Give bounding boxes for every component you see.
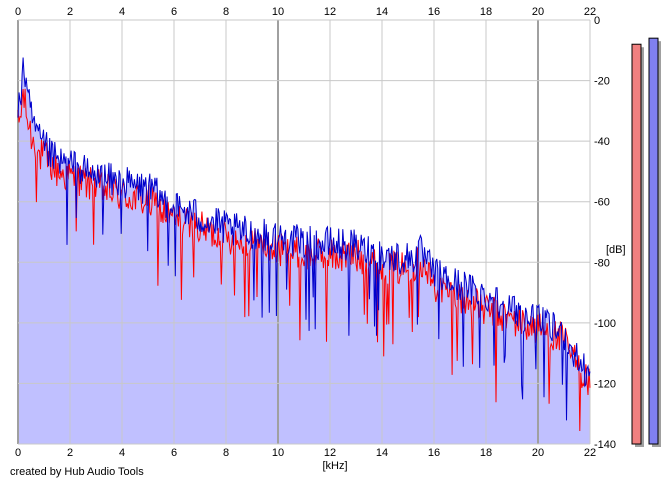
left-channel-line <box>17 88 591 432</box>
spectrum-fill <box>18 57 590 444</box>
y-tick-label: -140 <box>594 439 616 451</box>
meter-left <box>631 43 642 445</box>
y-tick-label: -80 <box>594 257 610 269</box>
y-tick-label: 0 <box>594 15 600 27</box>
x-tick-label-bottom: 8 <box>223 447 229 459</box>
x-tick-label-top: 6 <box>171 6 177 18</box>
x-axis-label: [kHz] <box>322 460 347 472</box>
meter-right <box>648 37 659 445</box>
credit-text: created by Hub Audio Tools <box>10 466 144 478</box>
x-tick-label-bottom: 22 <box>584 447 596 459</box>
y-tick-label: -40 <box>594 136 610 148</box>
x-tick-label-bottom: 4 <box>119 447 125 459</box>
x-tick-label-bottom: 20 <box>532 447 544 459</box>
x-tick-label-top: 22 <box>584 6 596 18</box>
x-tick-label-top: 2 <box>67 6 73 18</box>
series-layer <box>17 57 591 432</box>
x-tick-label-bottom: 6 <box>171 447 177 459</box>
right-channel-line <box>17 57 591 421</box>
x-tick-label-bottom: 16 <box>428 447 440 459</box>
y-axis-label: [dB] <box>606 244 626 256</box>
spectrum-fill-layer <box>18 57 590 444</box>
x-tick-label-top: 12 <box>324 6 336 18</box>
x-tick-label-top: 10 <box>272 6 284 18</box>
x-tick-label-top: 18 <box>480 6 492 18</box>
y-tick-label: -20 <box>594 76 610 88</box>
x-tick-label-bottom: 18 <box>480 447 492 459</box>
x-tick-label-bottom: 2 <box>67 447 73 459</box>
x-tick-label-top: 0 <box>15 6 21 18</box>
y-tick-label: -60 <box>594 197 610 209</box>
y-tick-label: -120 <box>594 378 616 390</box>
x-tick-label-top: 20 <box>532 6 544 18</box>
x-tick-label-top: 8 <box>223 6 229 18</box>
x-tick-label-top: 14 <box>376 6 388 18</box>
y-tick-label: -100 <box>594 318 616 330</box>
x-tick-label-top: 16 <box>428 6 440 18</box>
x-tick-label-top: 4 <box>119 6 125 18</box>
level-meters <box>631 37 661 448</box>
x-tick-label-bottom: 12 <box>324 447 336 459</box>
y-tick-labels: 0 -20 -40 -60 -80 -100 -120 -140 <box>594 15 616 451</box>
x-tick-label-bottom: 14 <box>376 447 388 459</box>
x-tick-label-bottom: 10 <box>272 447 284 459</box>
x-tick-label-bottom: 0 <box>15 447 21 459</box>
